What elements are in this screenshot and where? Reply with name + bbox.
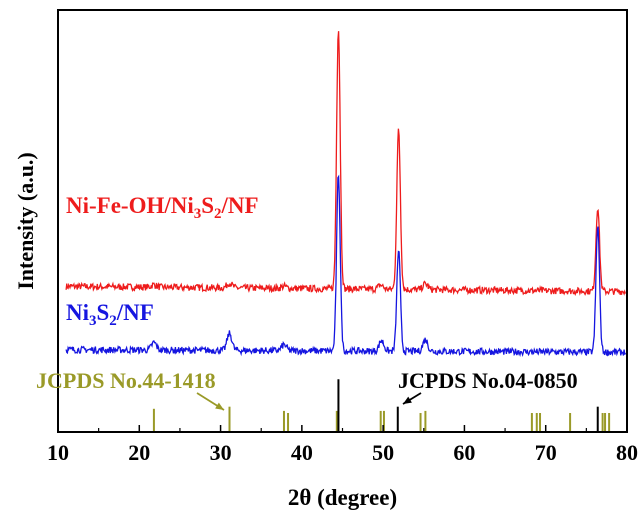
reference-arrow-1-head — [403, 396, 412, 404]
chart-labels: 2θ (degree) Intensity (a.u.) Ni-Fe-OH/Ni3S… — [13, 152, 578, 510]
series-label-1: Ni3S2/NF — [66, 300, 154, 329]
x-axis: 10 20 30 40 50 60 70 80 — [47, 425, 638, 465]
series-line-0 — [65, 31, 627, 297]
x-tick-label: 80 — [616, 440, 638, 465]
reference-arrow-0-head — [215, 402, 224, 410]
x-axis-label: 2θ (degree) — [288, 485, 397, 510]
reference-lines — [152, 379, 611, 432]
y-axis-label: Intensity (a.u.) — [13, 152, 38, 290]
x-tick-label: 10 — [47, 440, 69, 465]
x-tick-label: 40 — [291, 440, 313, 465]
pattern-layer — [65, 31, 627, 358]
x-tick-label: 70 — [535, 440, 557, 465]
series-label-0: Ni-Fe-OH/Ni3S2/NF — [66, 193, 259, 222]
series-line-1 — [65, 174, 627, 358]
x-tick-label: 20 — [128, 440, 150, 465]
x-tick-label: 60 — [453, 440, 475, 465]
reference-label-1: JCPDS No.04-0850 — [398, 368, 578, 393]
x-tick-label: 50 — [372, 440, 394, 465]
reference-label-0: JCPDS No.44-1418 — [36, 368, 216, 393]
x-tick-label: 30 — [210, 440, 232, 465]
